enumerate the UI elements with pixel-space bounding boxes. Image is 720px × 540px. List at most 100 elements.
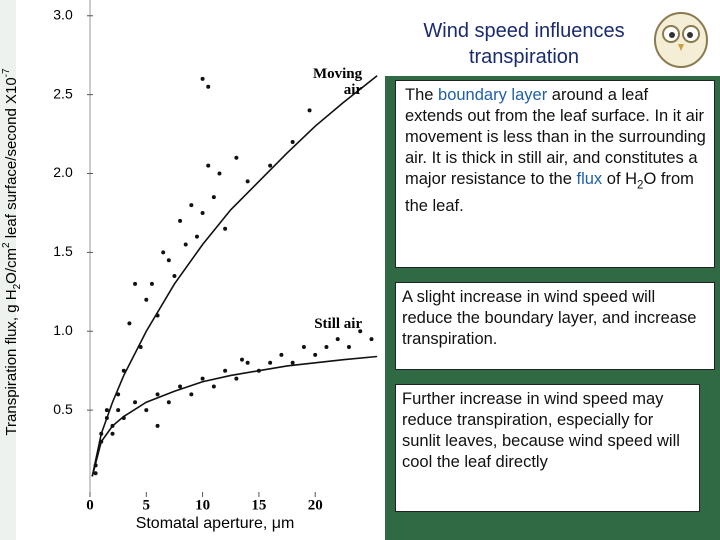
data-point: [335, 337, 340, 342]
curve-label: Moving air: [312, 65, 363, 98]
y-tick-label: 0.5: [53, 401, 73, 417]
data-point: [245, 360, 250, 365]
data-point: [99, 439, 104, 444]
data-point: [240, 357, 245, 362]
fit-curve: [91, 75, 378, 477]
x-tick-label: 20: [308, 497, 323, 513]
data-point: [99, 431, 104, 436]
text-run: boundary layer: [438, 86, 548, 104]
y-tick-label: 1.5: [53, 243, 73, 259]
y-axis-label-part: -7: [1, 68, 12, 77]
title-area: Wind speed influences transpiration: [385, 0, 720, 76]
x-tick-label: 0: [86, 497, 94, 513]
data-point: [268, 163, 273, 168]
owl-icon: [654, 12, 708, 68]
data-point: [189, 203, 194, 208]
y-tick-label: 2.0: [53, 164, 73, 180]
data-point: [324, 345, 329, 350]
data-point: [194, 234, 199, 239]
data-point: [166, 258, 171, 263]
data-point: [155, 392, 160, 397]
slide-title: Wind speed influences transpiration: [423, 20, 625, 68]
data-point: [133, 281, 138, 286]
data-point: [200, 76, 205, 81]
x-axis-label: Stomatal aperture, μm: [136, 515, 295, 532]
data-point: [290, 139, 295, 144]
data-point: [206, 163, 211, 168]
data-point: [104, 408, 109, 413]
data-point: [290, 360, 295, 365]
data-point: [133, 400, 138, 405]
data-point: [138, 345, 143, 350]
y-tick-label: 2.5: [53, 85, 73, 101]
fit-curve: [91, 355, 378, 477]
chart-bg: [0, 0, 385, 540]
data-point: [211, 195, 216, 200]
data-point: [234, 155, 239, 160]
data-point: [149, 281, 154, 286]
text-box: A slight increase in wind speed will red…: [395, 282, 715, 370]
data-point: [121, 416, 126, 421]
text-run: Further increase in wind speed may reduc…: [402, 390, 680, 471]
data-point: [155, 423, 160, 428]
data-point: [200, 376, 205, 381]
data-point: [256, 368, 261, 373]
y-tick-label: 1.0: [53, 322, 73, 338]
data-point: [245, 179, 250, 184]
text-run: O from the leaf.: [405, 170, 694, 216]
y-axis-label-part: O/cm: [3, 248, 20, 284]
data-point: [110, 431, 115, 436]
data-point: [301, 345, 306, 350]
chart: Transpiration flux, g H2O/cm2 leaf surfa…: [0, 0, 385, 540]
data-point: [144, 297, 149, 302]
left-strip: [0, 0, 16, 540]
data-point: [116, 408, 121, 413]
data-point: [223, 368, 228, 373]
data-point: [346, 345, 351, 350]
data-point: [127, 321, 132, 326]
data-point: [161, 250, 166, 255]
data-point: [268, 360, 273, 365]
curve-label: Still air: [314, 316, 363, 333]
data-point: [189, 392, 194, 397]
data-point: [172, 274, 177, 279]
data-point: [144, 408, 149, 413]
text-run: The: [405, 86, 439, 104]
y-axis-label-part: 2: [1, 242, 12, 248]
data-point: [223, 226, 228, 231]
data-point: [183, 242, 188, 247]
data-point: [211, 384, 216, 389]
data-point: [313, 352, 318, 357]
y-axis-label: Transpiration flux, g H2O/cm2 leaf surfa…: [1, 68, 23, 436]
text-run: A slight increase in wind speed will red…: [402, 288, 697, 348]
text-run: flux: [576, 170, 603, 188]
data-point: [369, 337, 374, 342]
data-point: [178, 218, 183, 223]
data-point: [178, 384, 183, 389]
y-axis-label-part: leaf surface/second X10: [3, 77, 20, 242]
data-point: [166, 400, 171, 405]
y-axis-label-part: 2: [12, 283, 23, 289]
x-tick-label: 15: [251, 497, 266, 513]
data-point: [200, 210, 205, 215]
data-point: [155, 313, 160, 318]
text-run: of H: [602, 170, 638, 188]
data-point: [116, 392, 121, 397]
data-point: [279, 352, 284, 357]
data-point: [93, 471, 98, 476]
y-tick-label: 3.0: [53, 6, 73, 22]
text-run: 2: [637, 179, 644, 192]
data-point: [358, 329, 363, 334]
data-point: [206, 84, 211, 89]
data-point: [121, 368, 126, 373]
y-axis-label-part: Transpiration flux, g H: [3, 289, 20, 435]
data-point: [234, 376, 239, 381]
x-tick-label: 10: [195, 497, 210, 513]
text-run: around a leaf extends out from the leaf …: [405, 86, 706, 188]
data-point: [307, 108, 312, 113]
data-point: [104, 416, 109, 421]
data-point: [217, 171, 222, 176]
text-box: Further increase in wind speed may reduc…: [395, 384, 700, 512]
x-tick-label: 5: [143, 497, 151, 513]
